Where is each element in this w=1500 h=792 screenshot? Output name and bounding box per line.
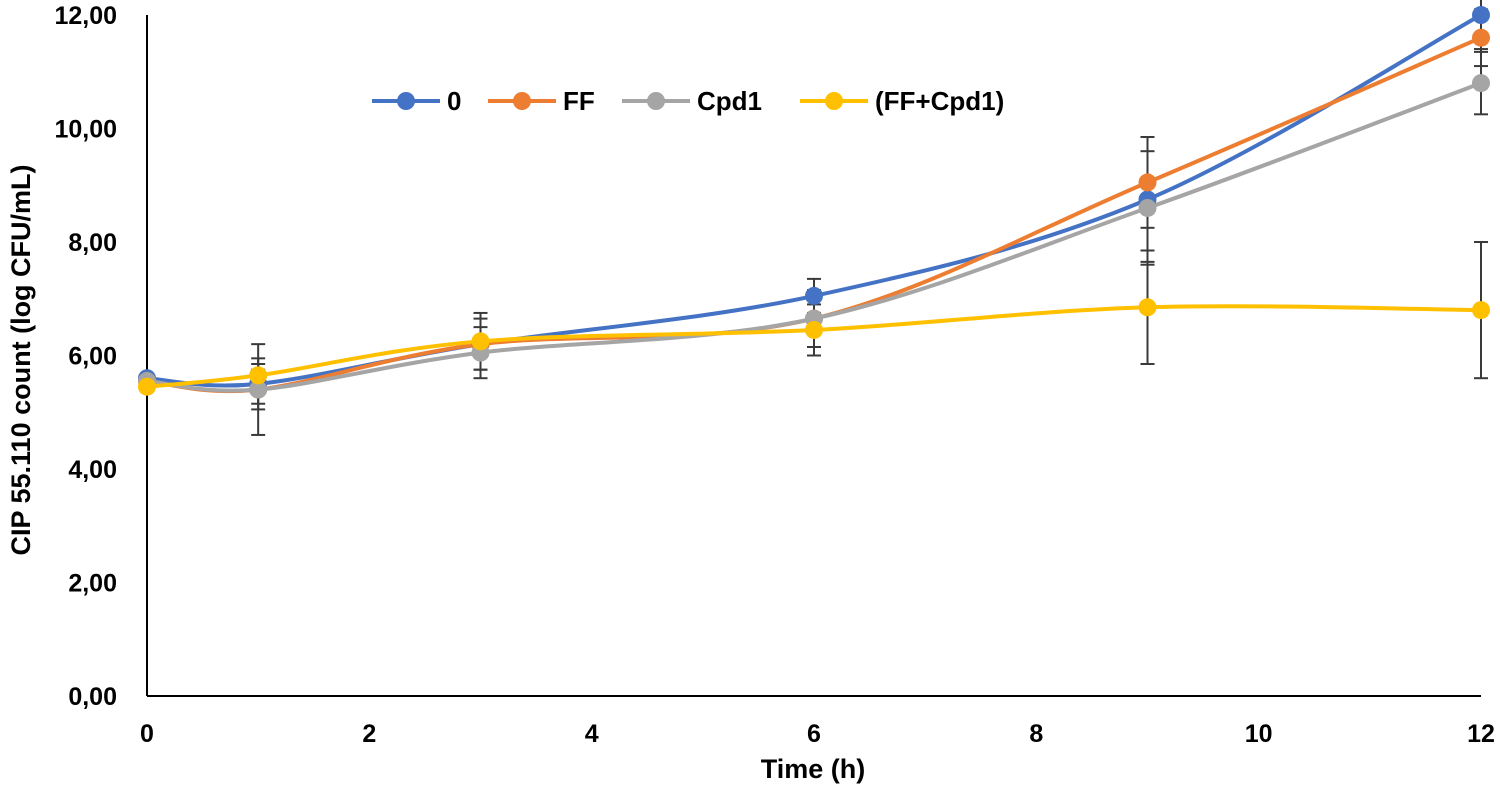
y-tick-label: 0,00	[68, 683, 117, 711]
series-lines	[146, 13, 1482, 394]
data-point	[1472, 6, 1490, 24]
x-tick-label: 10	[1245, 720, 1273, 748]
data-point	[249, 380, 268, 399]
x-axis-title: Time (h)	[761, 754, 866, 784]
series-line-3	[146, 304, 1482, 389]
y-axis-title: CIP 55.110 count (log CFU/mL)	[6, 164, 36, 555]
axes	[146, 15, 1481, 697]
legend-marker	[397, 92, 415, 110]
y-tick-labels: 0,00 2,00 4,00 6,00 8,00 10,00 12,00	[54, 2, 117, 711]
y-tick-label: 8,00	[68, 229, 117, 257]
legend-label: FF	[563, 86, 595, 116]
legend-marker	[513, 92, 531, 110]
series-line-0	[146, 13, 1482, 388]
x-tick-label: 12	[1467, 720, 1495, 748]
y-tick-label: 10,00	[54, 116, 117, 144]
y-tick-label: 4,00	[68, 456, 117, 484]
error-bars	[251, 0, 1488, 436]
data-point	[805, 286, 823, 305]
data-point	[1472, 28, 1490, 47]
legend-label: 0	[447, 86, 461, 116]
x-tick-label: 2	[362, 720, 376, 748]
legend-marker	[647, 92, 665, 110]
data-point	[1472, 301, 1490, 320]
legend-label: (FF+Cpd1)	[875, 86, 1004, 116]
x-tick-label: 0	[140, 720, 154, 748]
series-points	[138, 6, 1490, 399]
data-point	[1138, 298, 1157, 317]
x-tick-label: 6	[807, 720, 821, 748]
data-point	[471, 332, 490, 351]
y-tick-label: 12,00	[54, 2, 117, 30]
data-point	[1138, 198, 1157, 217]
y-tick-label: 6,00	[68, 343, 117, 371]
data-point	[805, 320, 823, 339]
legend: 0 FF Cpd1 (FF+Cpd1)	[372, 86, 1004, 116]
x-tick-label: 8	[1029, 720, 1043, 748]
data-point	[1138, 173, 1157, 192]
data-point	[249, 366, 268, 385]
legend-label: Cpd1	[697, 86, 762, 116]
x-tick-label: 4	[585, 720, 599, 748]
y-tick-label: 2,00	[68, 570, 117, 598]
data-point	[1472, 74, 1490, 93]
data-point	[138, 377, 156, 396]
x-tick-labels: 0 2 4 6 8 10 12	[140, 720, 1495, 748]
legend-marker	[825, 92, 843, 110]
